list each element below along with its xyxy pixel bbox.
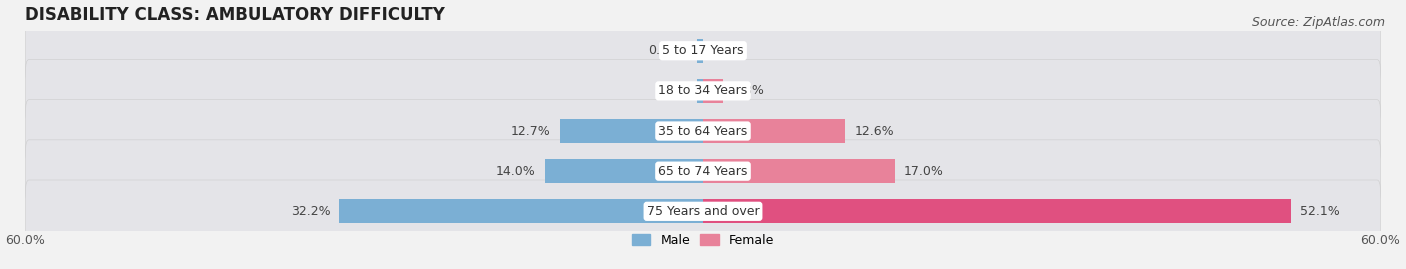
Text: 0.5%: 0.5% [657,84,689,97]
Text: 14.0%: 14.0% [496,165,536,178]
Text: Source: ZipAtlas.com: Source: ZipAtlas.com [1251,16,1385,29]
Text: 17.0%: 17.0% [904,165,943,178]
Bar [697,79,703,103]
Text: 1.8%: 1.8% [733,84,765,97]
Bar [703,79,723,103]
Bar [339,199,703,223]
Bar [703,119,845,143]
Text: 32.2%: 32.2% [291,205,330,218]
Text: 65 to 74 Years: 65 to 74 Years [658,165,748,178]
FancyBboxPatch shape [25,59,1381,122]
Text: DISABILITY CLASS: AMBULATORY DIFFICULTY: DISABILITY CLASS: AMBULATORY DIFFICULTY [25,6,446,24]
Text: 35 to 64 Years: 35 to 64 Years [658,125,748,137]
Bar [546,159,703,183]
Bar [703,159,896,183]
Text: 0.51%: 0.51% [648,44,688,57]
Text: 18 to 34 Years: 18 to 34 Years [658,84,748,97]
Text: 12.6%: 12.6% [855,125,894,137]
Text: 5 to 17 Years: 5 to 17 Years [662,44,744,57]
FancyBboxPatch shape [25,19,1381,82]
Bar [560,119,703,143]
Text: 52.1%: 52.1% [1301,205,1340,218]
Bar [697,39,703,63]
FancyBboxPatch shape [25,140,1381,203]
Text: 75 Years and over: 75 Years and over [647,205,759,218]
FancyBboxPatch shape [25,180,1381,243]
Text: 0.0%: 0.0% [711,44,744,57]
FancyBboxPatch shape [25,100,1381,162]
Text: 12.7%: 12.7% [510,125,551,137]
Legend: Male, Female: Male, Female [630,231,776,249]
Bar [703,199,1291,223]
